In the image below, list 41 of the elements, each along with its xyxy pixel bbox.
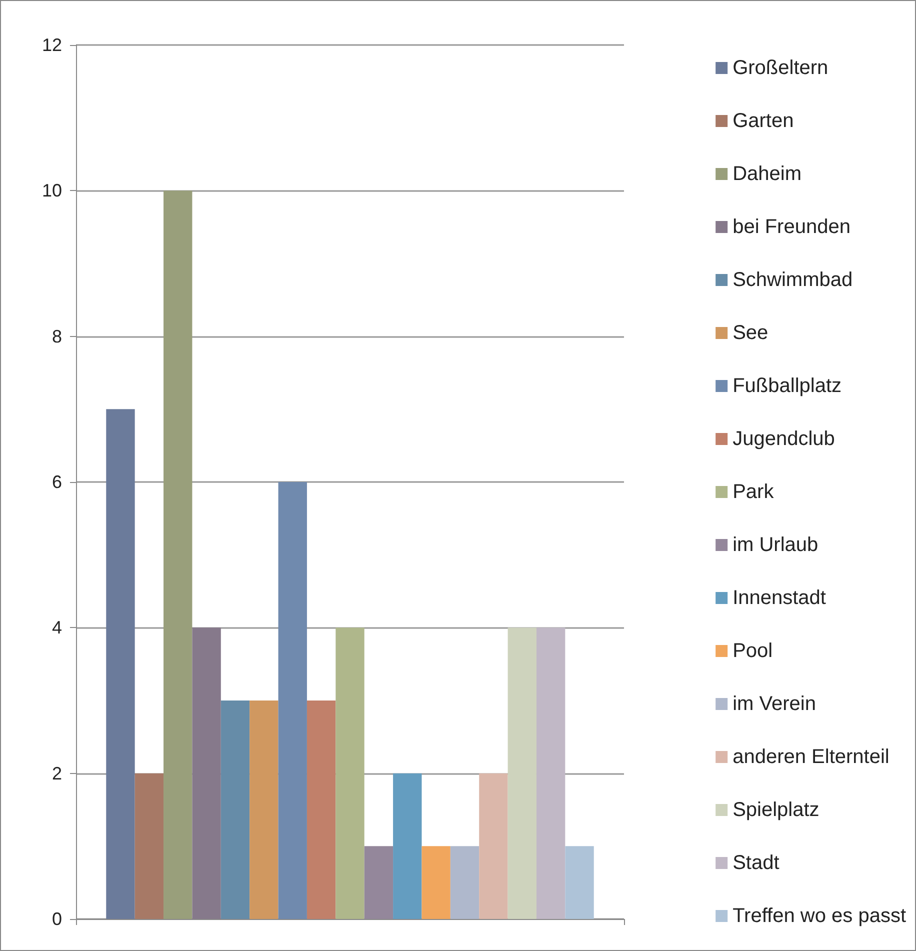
bar bbox=[364, 846, 394, 919]
bar bbox=[278, 482, 307, 919]
y-tick-label: 10 bbox=[42, 180, 62, 201]
bar bbox=[508, 628, 536, 919]
legend-label: Innenstadt bbox=[732, 587, 826, 609]
legend-label: Spielplatz bbox=[732, 799, 820, 821]
bar bbox=[192, 628, 221, 919]
bar bbox=[393, 773, 422, 919]
bar bbox=[134, 773, 164, 919]
legend-label: Park bbox=[732, 481, 775, 503]
bar bbox=[536, 628, 566, 919]
bar bbox=[450, 846, 480, 919]
legend-label: Großeltern bbox=[732, 57, 828, 79]
y-tick-label: 12 bbox=[42, 35, 62, 55]
bar bbox=[565, 846, 594, 919]
bar bbox=[336, 628, 364, 919]
bar bbox=[164, 190, 192, 919]
y-tick-label: 0 bbox=[52, 909, 62, 929]
y-tick-label: 8 bbox=[52, 326, 62, 346]
legend-label: Daheim bbox=[732, 163, 802, 185]
legend-label: im Urlaub bbox=[732, 534, 818, 556]
bar bbox=[220, 700, 250, 919]
bar bbox=[479, 773, 508, 919]
bar bbox=[250, 700, 278, 919]
legend-label: Schwimmbad bbox=[732, 269, 853, 291]
y-tick-label: 4 bbox=[52, 618, 62, 638]
y-tick-label: 6 bbox=[52, 472, 62, 492]
legend-label: bei Freunden bbox=[732, 216, 850, 238]
y-tick-label: 2 bbox=[52, 763, 62, 784]
legend-label: Stadt bbox=[732, 852, 780, 874]
bar bbox=[306, 700, 336, 919]
legend-label: anderen Elternteil bbox=[732, 746, 890, 768]
legend-label: Garten bbox=[732, 110, 794, 132]
legend-label: See bbox=[732, 322, 768, 344]
legend-label: im Verein bbox=[732, 693, 816, 715]
legend-label: Pool bbox=[732, 640, 773, 662]
bar bbox=[106, 409, 135, 919]
legend-label: Treffen wo es passt bbox=[732, 905, 906, 927]
legend-label: Fußballplatz bbox=[732, 375, 842, 397]
bar bbox=[422, 846, 450, 919]
legend-label: Jugendclub bbox=[732, 428, 835, 450]
